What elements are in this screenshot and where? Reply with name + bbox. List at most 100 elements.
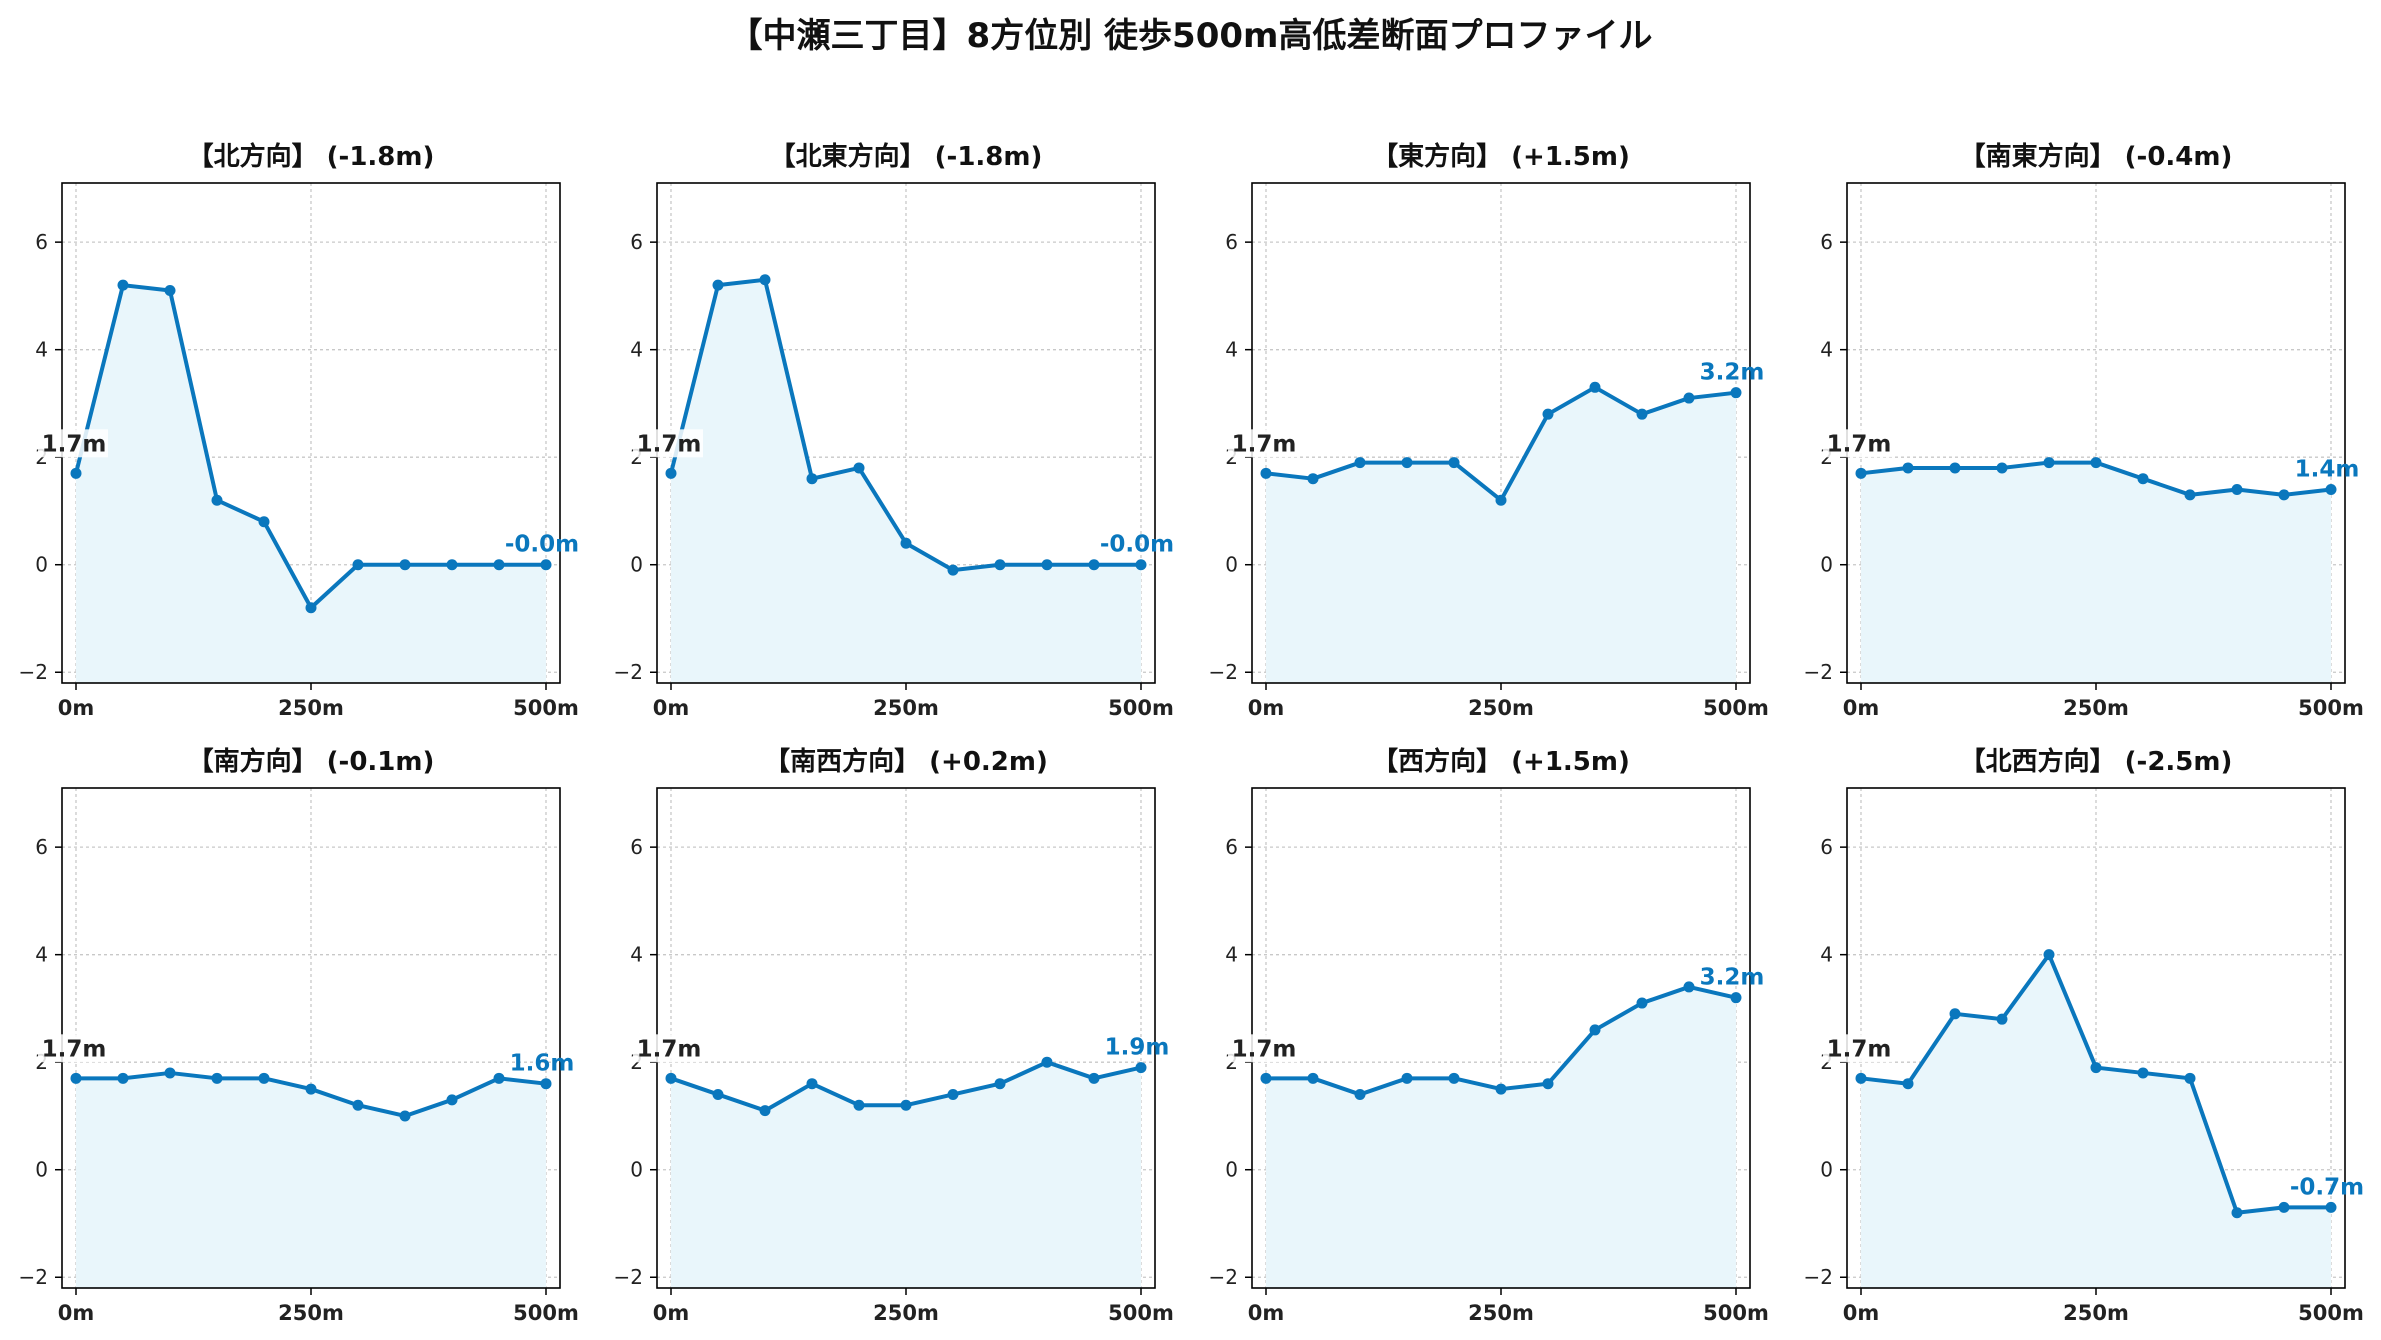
ytick-label: 6 <box>1820 230 1833 254</box>
data-point <box>305 602 317 614</box>
subplot-title: 【北東方向】 (-1.8m) <box>770 141 1043 172</box>
data-point <box>117 279 129 291</box>
data-point <box>258 1072 270 1084</box>
data-point <box>853 462 865 474</box>
start-label: 1.7m <box>1827 1036 1892 1062</box>
data-point <box>211 1072 223 1084</box>
ytick-label: 0 <box>1820 1158 1833 1182</box>
data-point <box>164 285 176 297</box>
data-point <box>540 1078 552 1090</box>
ytick-label: 6 <box>1225 230 1238 254</box>
page-title: 【中瀬三丁目】8方位別 徒歩500m高低差断面プロファイル <box>728 16 1653 56</box>
subplot-5: 【南方向】 (-0.1m)−202460m250m500m1.7m1.6m <box>19 746 579 1325</box>
data-point <box>1041 1056 1053 1068</box>
subplot-title: 【南東方向】 (-0.4m) <box>1960 141 2233 172</box>
data-point <box>1041 559 1053 571</box>
data-point <box>211 494 223 506</box>
data-point <box>1542 408 1554 420</box>
area-fill <box>1861 954 2331 1288</box>
data-point <box>1636 997 1648 1009</box>
ytick-label: 0 <box>35 1158 48 1182</box>
data-point <box>947 1088 959 1100</box>
subplot-title: 【南西方向】 (+0.2m) <box>764 746 1048 777</box>
ytick-label: 6 <box>1820 835 1833 859</box>
data-point <box>258 516 270 528</box>
ytick-label: 6 <box>35 230 48 254</box>
data-point <box>665 467 677 479</box>
start-label: 1.7m <box>1232 1036 1297 1062</box>
end-label: -0.0m <box>505 532 579 558</box>
data-point <box>712 1088 724 1100</box>
start-label-bg <box>1228 1034 1298 1063</box>
data-point <box>1636 408 1648 420</box>
end-label: 1.9m <box>1105 1035 1170 1061</box>
data-point <box>399 559 411 571</box>
xtick-label: 0m <box>1843 696 1880 720</box>
data-point <box>1589 381 1601 393</box>
data-point <box>947 564 959 576</box>
xtick-label: 500m <box>1108 696 1174 720</box>
start-label: 1.7m <box>637 431 702 457</box>
ytick-label: 0 <box>1820 553 1833 577</box>
xtick-label: 0m <box>1843 1301 1880 1325</box>
data-point <box>759 1105 771 1117</box>
subplot-title: 【南方向】 (-0.1m) <box>188 746 435 777</box>
xtick-label: 0m <box>653 1301 690 1325</box>
end-label: -0.0m <box>1100 532 1174 558</box>
data-point <box>712 279 724 291</box>
xtick-label: 500m <box>2298 1301 2364 1325</box>
ytick-label: 0 <box>1225 1158 1238 1182</box>
subplot-6: 【南西方向】 (+0.2m)−202460m250m500m1.7m1.9m <box>614 746 1174 1325</box>
data-point <box>1354 1088 1366 1100</box>
data-point <box>1448 457 1460 469</box>
data-point <box>1354 457 1366 469</box>
data-point <box>1730 387 1742 399</box>
data-point <box>117 1072 129 1084</box>
xtick-label: 250m <box>2063 1301 2129 1325</box>
ytick-label: −2 <box>614 1265 643 1289</box>
data-point <box>994 1078 1006 1090</box>
ytick-label: 0 <box>630 1158 643 1182</box>
area-fill <box>1266 387 1736 683</box>
data-point <box>1902 1078 1914 1090</box>
xtick-label: 500m <box>2298 696 2364 720</box>
ytick-label: 4 <box>1225 338 1238 362</box>
data-point <box>446 1094 458 1106</box>
xtick-label: 250m <box>278 1301 344 1325</box>
ytick-label: −2 <box>1804 1265 1833 1289</box>
data-point <box>1730 992 1742 1004</box>
ytick-label: 6 <box>1225 835 1238 859</box>
data-point <box>493 1072 505 1084</box>
data-point <box>1855 467 1867 479</box>
xtick-label: 0m <box>58 696 95 720</box>
xtick-label: 250m <box>1468 696 1534 720</box>
ytick-label: 4 <box>630 943 643 967</box>
data-point <box>2278 489 2290 501</box>
data-point <box>2278 1201 2290 1213</box>
data-point <box>1495 494 1507 506</box>
xtick-label: 250m <box>873 1301 939 1325</box>
data-point <box>305 1083 317 1095</box>
start-label-bg <box>633 1034 703 1063</box>
data-point <box>2325 483 2337 495</box>
ytick-label: 6 <box>630 230 643 254</box>
subplot-3: 【東方向】 (+1.5m)−202460m250m500m1.7m3.2m <box>1209 141 1769 720</box>
xtick-label: 250m <box>873 696 939 720</box>
subplot-title: 【北方向】 (-1.8m) <box>188 141 435 172</box>
data-point <box>540 559 552 571</box>
data-point <box>2043 457 2055 469</box>
ytick-label: 4 <box>630 338 643 362</box>
xtick-label: 0m <box>58 1301 95 1325</box>
start-label: 1.7m <box>1827 431 1892 457</box>
data-point <box>806 1078 818 1090</box>
xtick-label: 500m <box>1703 1301 1769 1325</box>
data-point <box>399 1110 411 1122</box>
data-point <box>2043 949 2055 961</box>
data-point <box>2231 1207 2243 1219</box>
data-point <box>1448 1072 1460 1084</box>
data-point <box>1401 457 1413 469</box>
ytick-label: 4 <box>35 338 48 362</box>
xtick-label: 500m <box>513 1301 579 1325</box>
data-point <box>1589 1024 1601 1036</box>
